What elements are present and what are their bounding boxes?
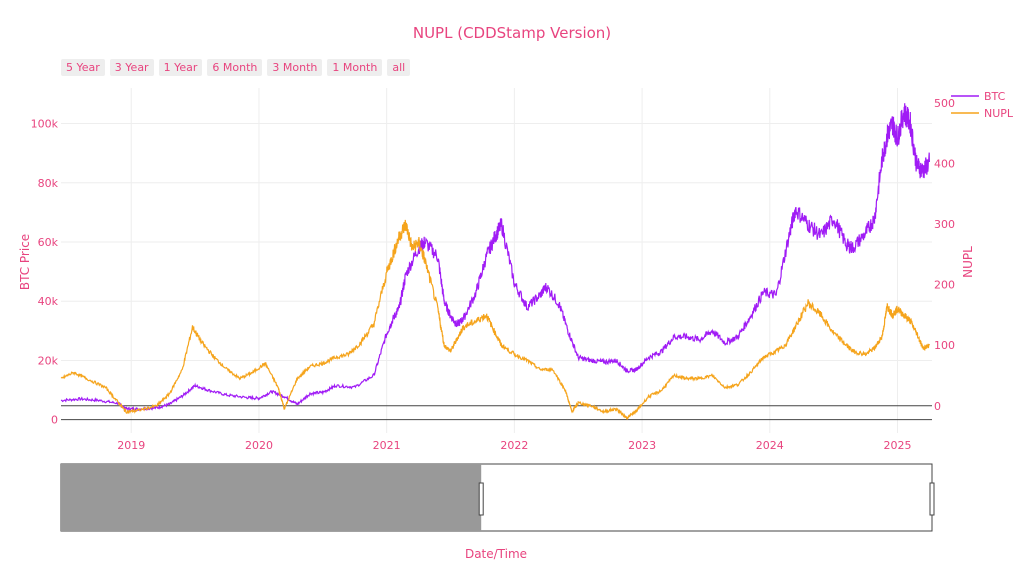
range-button-3-year[interactable]: 3 Year (109, 59, 154, 76)
y-tick-label: 80k (38, 177, 59, 190)
zero-lines (61, 405, 932, 421)
x-tick-label: 2024 (756, 439, 784, 452)
x-tick-label: 2019 (117, 439, 145, 452)
y2-tick-label: 400 (934, 158, 955, 171)
x-tick-label: 2021 (373, 439, 401, 452)
y2-axis-title: NUPL (961, 246, 975, 278)
y-axis-left: 0 20k 40k 60k 80k 100k (31, 118, 59, 427)
y2-tick-label: 500 (934, 97, 955, 110)
range-button-all[interactable]: all (387, 59, 411, 76)
legend-item-btc[interactable]: BTC (951, 90, 1006, 103)
plot-series[interactable] (60, 103, 930, 421)
chart-title: NUPL (CDDStamp Version) (412, 24, 612, 42)
y2-tick-label: 0 (934, 400, 941, 413)
range-button-6-month[interactable]: 6 Month (207, 59, 263, 76)
y-tick-label: 40k (38, 295, 59, 308)
series-line-nupl[interactable] (60, 219, 930, 421)
y-tick-label: 0 (51, 414, 58, 427)
legend-label-btc: BTC (984, 90, 1006, 103)
grid (61, 88, 932, 433)
y-tick-label: 100k (31, 118, 59, 131)
y2-tick-label: 300 (934, 218, 955, 231)
y-tick-label: 60k (38, 236, 59, 249)
range-button-1-month[interactable]: 1 Month (327, 59, 383, 76)
range-button-3-month[interactable]: 3 Month (267, 59, 323, 76)
range-selector: 5 Year 3 Year 1 Year 6 Month 3 Month 1 M… (61, 59, 411, 76)
series-line-btc[interactable] (60, 103, 930, 412)
x-tick-label: 2022 (500, 439, 528, 452)
range-slider[interactable] (60, 463, 935, 532)
y-tick-label: 20k (38, 354, 59, 367)
y2-tick-label: 100 (934, 339, 955, 352)
range-button-5-year[interactable]: 5 Year (61, 59, 105, 76)
x-axis: 2019 2020 2021 2022 2023 2024 2025 (117, 439, 911, 452)
range-button-1-year[interactable]: 1 Year (158, 59, 203, 76)
y2-tick-label: 200 (934, 279, 955, 292)
x-tick-label: 2023 (628, 439, 656, 452)
range-slider-unselected-mask (61, 464, 482, 531)
legend: BTC NUPL (951, 90, 1014, 120)
x-axis-title: Date/Time (465, 547, 527, 561)
x-tick-label: 2020 (245, 439, 273, 452)
range-slider-handle-right[interactable] (929, 482, 935, 516)
x-tick-label: 2025 (884, 439, 912, 452)
legend-item-nupl[interactable]: NUPL (951, 107, 1014, 120)
range-slider-handle-left[interactable] (478, 482, 484, 516)
y-axis-title: BTC Price (18, 234, 32, 290)
legend-label-nupl: NUPL (984, 107, 1014, 120)
y-axis-right: 0 100 200 300 400 500 (934, 97, 955, 413)
